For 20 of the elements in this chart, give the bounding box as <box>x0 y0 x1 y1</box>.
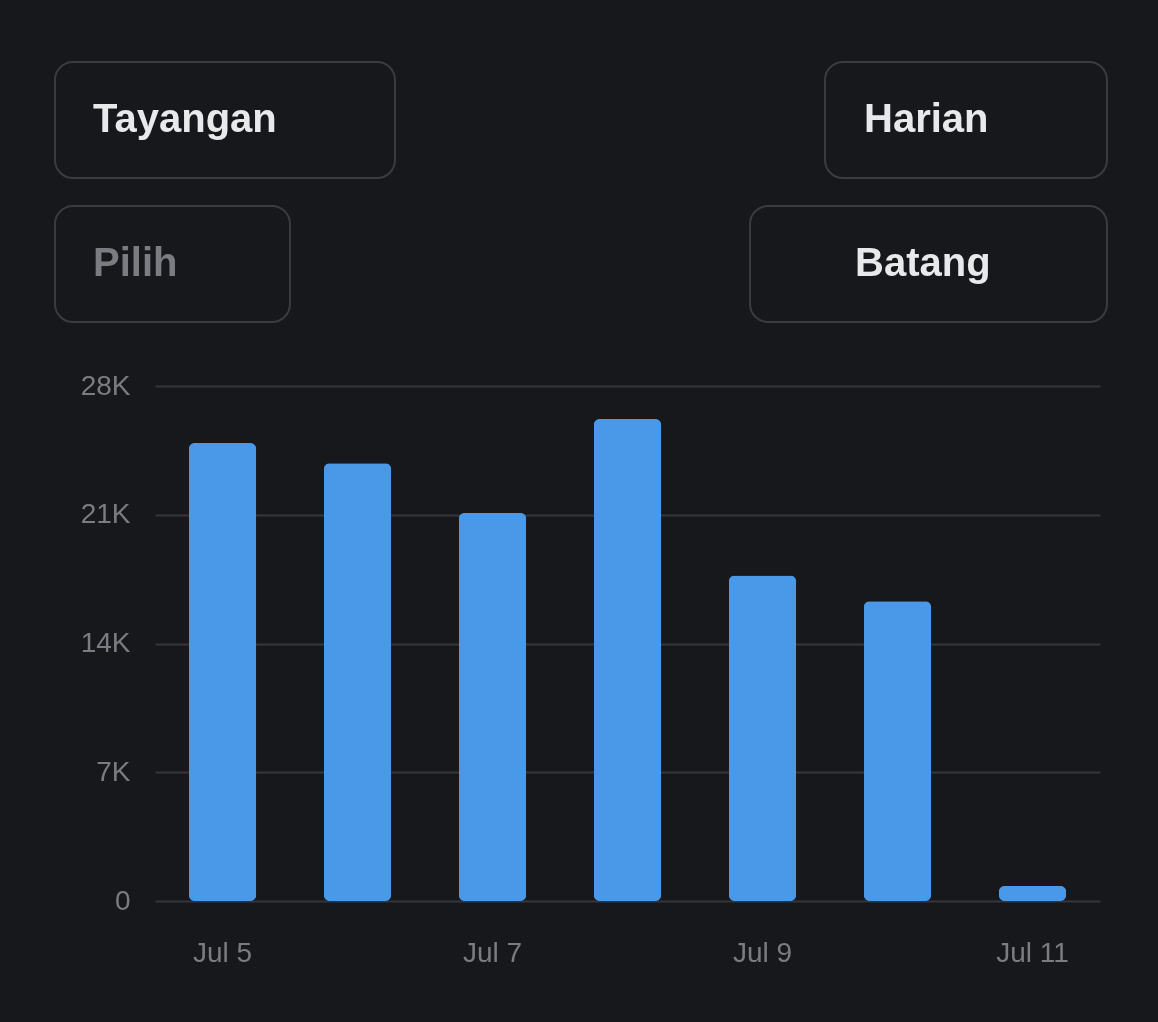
bar <box>323 463 392 901</box>
text: Batang <box>855 240 991 284</box>
bar <box>863 601 932 901</box>
y-tick-label: 7K <box>96 755 131 787</box>
bar <box>188 443 257 901</box>
text: Harian <box>864 96 989 140</box>
y-tick-label: 0 <box>114 884 131 916</box>
bar <box>593 419 662 901</box>
text: Tayangan <box>93 96 277 140</box>
y-tick-label: 21K <box>80 498 131 530</box>
bar <box>458 512 527 901</box>
y-tick-label: 14K <box>80 627 131 658</box>
x-tick-label: Jul 7 <box>462 936 523 968</box>
bar <box>728 575 797 901</box>
x-tick-label: Jul 11 <box>996 936 1069 968</box>
x-tick-label: Jul 9 <box>732 936 793 968</box>
y-tick-label: 28K <box>80 369 131 401</box>
text: Pilih <box>93 240 178 284</box>
x-tick-label: Jul 5 <box>192 936 253 968</box>
bar <box>998 885 1067 901</box>
